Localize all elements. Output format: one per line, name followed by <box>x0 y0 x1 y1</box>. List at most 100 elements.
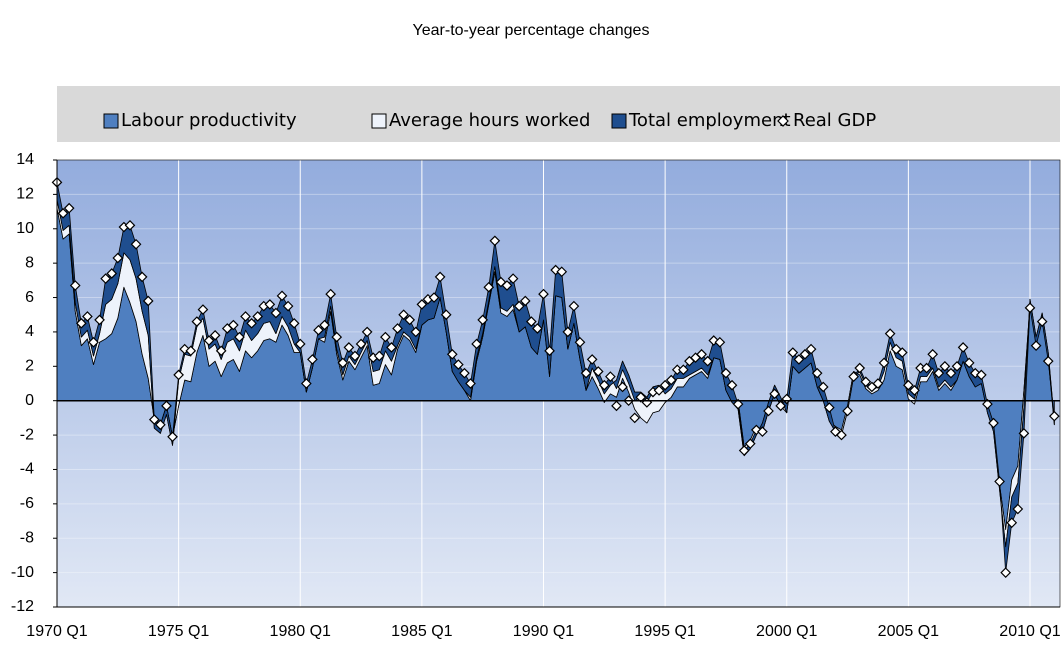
gdp-marker <box>361 326 373 338</box>
gdp-marker <box>453 359 464 370</box>
x-tick-label: 2005 Q1 <box>878 623 939 640</box>
gdp-marker <box>963 357 975 369</box>
gdp-marker <box>525 316 537 327</box>
gdp-marker <box>300 378 312 389</box>
gdp-marker <box>909 385 920 396</box>
gdp-marker <box>976 369 987 381</box>
gdp-marker <box>507 273 519 284</box>
gdp-marker <box>264 299 276 310</box>
gdp-marker <box>574 336 586 348</box>
gdp-marker <box>282 300 294 312</box>
gdp-marker <box>939 360 951 372</box>
gdp-marker <box>124 219 136 231</box>
gdp-marker <box>605 371 616 382</box>
y-tick-label: 6 <box>25 289 34 306</box>
gdp-marker <box>732 398 744 410</box>
gdp-marker <box>659 379 671 391</box>
gdp-marker <box>696 348 707 360</box>
gdp-marker <box>155 419 166 431</box>
x-tick-label: 1995 Q1 <box>634 623 695 640</box>
gdp-marker <box>1018 428 1030 439</box>
gdp-marker <box>161 400 172 412</box>
gdp-marker <box>404 314 416 326</box>
gdp-marker <box>112 252 124 264</box>
gdp-marker <box>793 354 805 365</box>
gdp-marker <box>805 343 817 355</box>
gdp-marker <box>57 207 69 219</box>
gdp-marker <box>519 295 531 307</box>
gdp-marker <box>1042 355 1054 367</box>
gdp-marker <box>568 300 580 312</box>
gdp-marker <box>82 311 93 322</box>
y-tick-label: 8 <box>25 254 34 271</box>
gdp-marker <box>276 290 288 302</box>
gdp-marker <box>331 331 343 343</box>
gdp-marker <box>562 326 574 338</box>
y-tick-label: 0 <box>25 392 34 409</box>
gdp-marker <box>1000 567 1012 578</box>
gdp-marker <box>246 317 257 329</box>
gdp-marker <box>848 371 859 382</box>
gdp-marker <box>386 342 397 353</box>
gdp-marker <box>185 345 197 357</box>
gdp-marker <box>215 345 227 357</box>
gdp-marker <box>1012 503 1024 515</box>
gdp-marker <box>787 347 799 358</box>
gdp-marker <box>349 350 361 362</box>
legend-swatch <box>103 113 119 129</box>
gdp-marker <box>325 288 337 300</box>
gdp-marker <box>580 367 592 379</box>
gdp-marker <box>88 336 99 348</box>
x-tick-label: 2000 Q1 <box>756 623 817 640</box>
gdp-marker <box>203 335 215 346</box>
gdp-marker <box>994 476 1005 487</box>
gdp-marker <box>94 314 105 326</box>
gdp-marker <box>69 280 81 291</box>
gdp-marker <box>860 376 872 388</box>
gdp-marker <box>750 424 762 436</box>
gdp-marker <box>811 367 823 379</box>
gdp-marker <box>240 311 251 322</box>
gdp-marker <box>355 338 367 350</box>
y-tick-label: -4 <box>20 461 34 478</box>
gdp-marker <box>927 348 939 360</box>
gdp-marker <box>191 316 203 327</box>
gdp-marker <box>410 326 422 338</box>
gdp-marker <box>428 292 440 303</box>
gdp-marker <box>982 398 993 410</box>
gdp-marker <box>556 266 568 278</box>
gdp-marker <box>459 367 470 379</box>
gdp-marker <box>544 345 555 357</box>
gdp-marker <box>252 311 264 322</box>
gdp-marker <box>1048 410 1060 422</box>
gdp-marker <box>714 336 726 348</box>
gdp-marker <box>945 367 957 379</box>
gdp-marker <box>380 331 391 343</box>
gdp-marker <box>921 362 932 374</box>
gdp-marker <box>392 323 403 334</box>
gdp-marker <box>586 354 598 365</box>
gdp-marker <box>1006 517 1018 529</box>
gdp-marker <box>477 314 489 326</box>
gdp-marker <box>1036 316 1048 327</box>
gdp-marker <box>903 379 914 391</box>
gdp-marker <box>234 331 245 343</box>
gdp-marker <box>501 280 513 291</box>
gdp-marker <box>434 271 446 283</box>
gdp-marker <box>592 366 604 377</box>
y-tick-label: 14 <box>16 151 34 168</box>
gdp-marker <box>951 360 963 372</box>
gdp-marker <box>957 342 969 353</box>
gdp-marker <box>890 343 902 355</box>
gdp-marker <box>1024 302 1036 314</box>
gdp-marker <box>799 348 811 360</box>
gdp-marker <box>969 367 981 379</box>
legend-label: Total employment <box>628 110 791 131</box>
gdp-marker <box>313 324 324 336</box>
gdp-marker <box>489 235 501 247</box>
gdp-marker <box>197 304 209 315</box>
gdp-marker <box>769 388 780 400</box>
gdp-marker <box>598 379 610 391</box>
gdp-marker <box>538 288 549 300</box>
gdp-marker <box>878 357 890 369</box>
